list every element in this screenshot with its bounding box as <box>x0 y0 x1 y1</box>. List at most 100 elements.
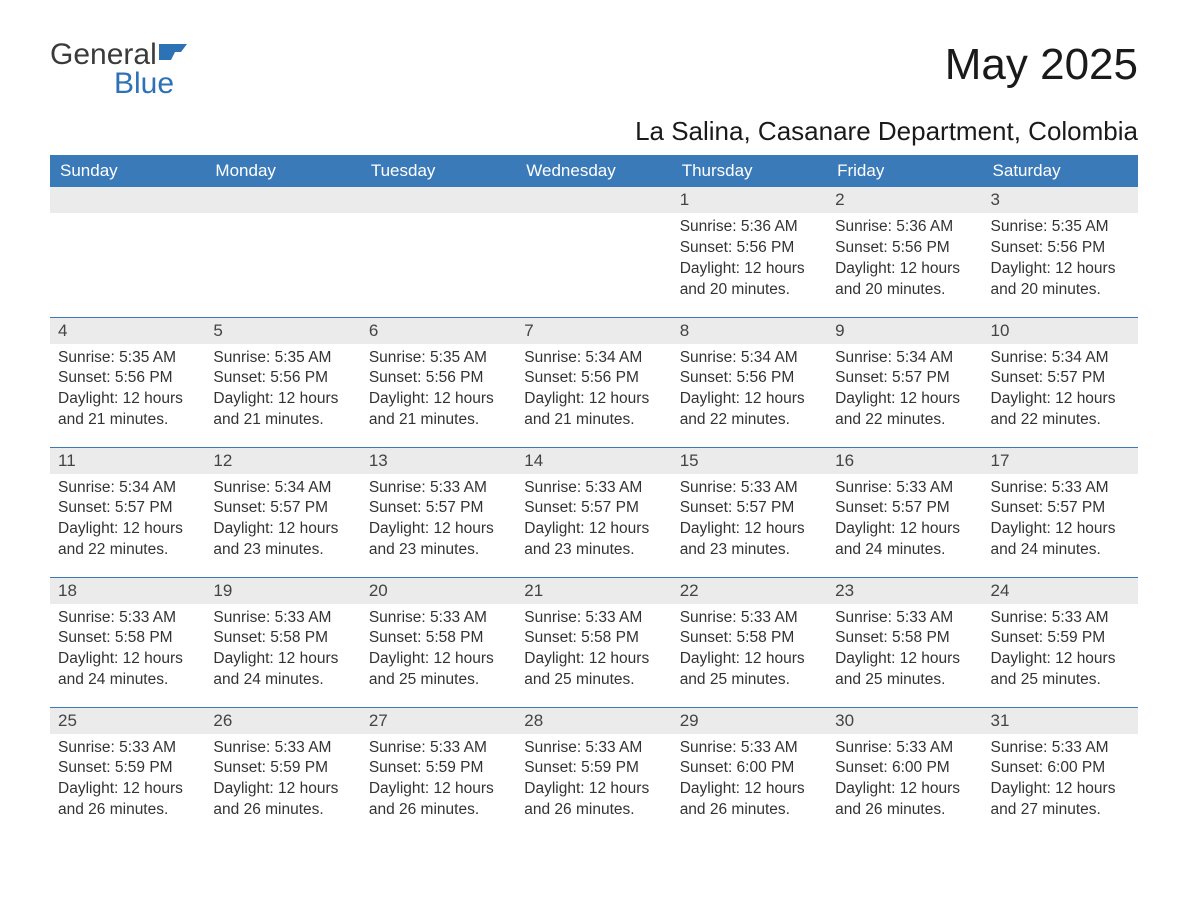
sunset-text: Sunset: 5:58 PM <box>524 628 663 649</box>
day-body: Sunrise: 5:33 AMSunset: 5:58 PMDaylight:… <box>361 604 516 696</box>
day-number: 12 <box>205 448 360 474</box>
day-number: 5 <box>205 318 360 344</box>
sunrise-text: Sunrise: 5:33 AM <box>991 478 1130 499</box>
day-body: Sunrise: 5:33 AMSunset: 6:00 PMDaylight:… <box>672 734 827 826</box>
day-number: 14 <box>516 448 671 474</box>
day-number: 16 <box>827 448 982 474</box>
sunset-text: Sunset: 5:56 PM <box>835 238 974 259</box>
sunset-text: Sunset: 5:58 PM <box>835 628 974 649</box>
sunrise-text: Sunrise: 5:33 AM <box>213 608 352 629</box>
sunrise-text: Sunrise: 5:33 AM <box>524 608 663 629</box>
daylight-text: Daylight: 12 hours and 20 minutes. <box>835 259 974 301</box>
calendar-day-cell: 23Sunrise: 5:33 AMSunset: 5:58 PMDayligh… <box>827 577 982 707</box>
daylight-text: Daylight: 12 hours and 25 minutes. <box>680 649 819 691</box>
calendar-day-cell: 4Sunrise: 5:35 AMSunset: 5:56 PMDaylight… <box>50 317 205 447</box>
calendar-day-cell: 21Sunrise: 5:33 AMSunset: 5:58 PMDayligh… <box>516 577 671 707</box>
daylight-text: Daylight: 12 hours and 26 minutes. <box>213 779 352 821</box>
calendar-day-cell: 19Sunrise: 5:33 AMSunset: 5:58 PMDayligh… <box>205 577 360 707</box>
sunset-text: Sunset: 5:59 PM <box>524 758 663 779</box>
sunrise-text: Sunrise: 5:34 AM <box>680 348 819 369</box>
daylight-text: Daylight: 12 hours and 26 minutes. <box>524 779 663 821</box>
sunrise-text: Sunrise: 5:35 AM <box>58 348 197 369</box>
daylight-text: Daylight: 12 hours and 24 minutes. <box>991 519 1130 561</box>
daylight-text: Daylight: 12 hours and 21 minutes. <box>58 389 197 431</box>
sunset-text: Sunset: 5:59 PM <box>991 628 1130 649</box>
calendar-day-cell: 17 Sunrise: 5:33 AMSunset: 5:57 PMDayligh… <box>983 447 1138 577</box>
sunrise-text: Sunrise: 5:34 AM <box>835 348 974 369</box>
day-body: Sunrise: 5:33 AMSunset: 6:00 PMDaylight:… <box>983 734 1138 826</box>
sunset-text: Sunset: 5:57 PM <box>58 498 197 519</box>
sunset-text: Sunset: 5:56 PM <box>680 238 819 259</box>
day-number: 23 <box>827 578 982 604</box>
sunset-text: Sunset: 5:57 PM <box>213 498 352 519</box>
weekday-header: Tuesday <box>361 155 516 187</box>
location-text: La Salina, Casanare Department, Colombia <box>50 116 1138 147</box>
day-number: 6 <box>361 318 516 344</box>
calendar-week-row: 4Sunrise: 5:35 AMSunset: 5:56 PMDaylight… <box>50 317 1138 447</box>
daylight-text: Daylight: 12 hours and 23 minutes. <box>213 519 352 561</box>
sunrise-text: Sunrise: 5:33 AM <box>369 738 508 759</box>
day-number: 18 <box>50 578 205 604</box>
sunset-text: Sunset: 5:57 PM <box>369 498 508 519</box>
day-body: Sunrise: 5:33 AMSunset: 5:59 PMDaylight:… <box>361 734 516 826</box>
day-number: 27 <box>361 708 516 734</box>
sunset-text: Sunset: 5:57 PM <box>991 498 1130 519</box>
sunrise-text: Sunrise: 5:35 AM <box>991 217 1130 238</box>
sunset-text: Sunset: 5:56 PM <box>680 368 819 389</box>
calendar-day-cell: 30Sunrise: 5:33 AMSunset: 6:00 PMDayligh… <box>827 707 982 837</box>
day-number: 1 <box>672 187 827 213</box>
day-number: 17 <box>983 448 1138 474</box>
day-body: Sunrise: 5:33 AMSunset: 5:58 PMDaylight:… <box>672 604 827 696</box>
sunrise-text: Sunrise: 5:34 AM <box>213 478 352 499</box>
day-body: Sunrise: 5:33 AMSunset: 6:00 PMDaylight:… <box>827 734 982 826</box>
day-number: 29 <box>672 708 827 734</box>
daylight-text: Daylight: 12 hours and 21 minutes. <box>369 389 508 431</box>
calendar-day-cell: 24Sunrise: 5:33 AMSunset: 5:59 PMDayligh… <box>983 577 1138 707</box>
day-number: 7 <box>516 318 671 344</box>
day-body: Sunrise: 5:33 AMSunset: 5:57 PMDaylight:… <box>516 474 671 566</box>
sunrise-text: Sunrise: 5:33 AM <box>680 478 819 499</box>
day-body: Sunrise: 5:34 AMSunset: 5:57 PMDaylight:… <box>50 474 205 566</box>
daylight-text: Daylight: 12 hours and 24 minutes. <box>213 649 352 691</box>
day-body: Sunrise: 5:34 AMSunset: 5:57 PMDaylight:… <box>827 344 982 436</box>
day-body: Sunrise: 5:35 AMSunset: 5:56 PMDaylight:… <box>361 344 516 436</box>
day-body: Sunrise: 5:33 AMSunset: 5:59 PMDaylight:… <box>50 734 205 826</box>
calendar-day-cell: 1Sunrise: 5:36 AMSunset: 5:56 PMDaylight… <box>672 187 827 317</box>
sunrise-text: Sunrise: 5:33 AM <box>835 478 974 499</box>
sunrise-text: Sunrise: 5:36 AM <box>835 217 974 238</box>
day-body: Sunrise: 5:34 AMSunset: 5:57 PMDaylight:… <box>983 344 1138 436</box>
sunrise-text: Sunrise: 5:33 AM <box>835 608 974 629</box>
day-body: Sunrise: 5:35 AMSunset: 5:56 PMDaylight:… <box>50 344 205 436</box>
day-number: 15 <box>672 448 827 474</box>
day-number: 31 <box>983 708 1138 734</box>
day-body: Sunrise: 5:33 AMSunset: 5:57 PMDaylight:… <box>672 474 827 566</box>
page-title: May 2025 <box>945 40 1138 90</box>
daylight-text: Daylight: 12 hours and 26 minutes. <box>680 779 819 821</box>
calendar-day-cell: 18Sunrise: 5:33 AMSunset: 5:58 PMDayligh… <box>50 577 205 707</box>
sunrise-text: Sunrise: 5:33 AM <box>369 478 508 499</box>
calendar-day-cell: 13Sunrise: 5:33 AMSunset: 5:57 PMDayligh… <box>361 447 516 577</box>
daylight-text: Daylight: 12 hours and 27 minutes. <box>991 779 1130 821</box>
calendar-day-cell: 27Sunrise: 5:33 AMSunset: 5:59 PMDayligh… <box>361 707 516 837</box>
daylight-text: Daylight: 12 hours and 25 minutes. <box>524 649 663 691</box>
sunrise-text: Sunrise: 5:34 AM <box>58 478 197 499</box>
day-number: 25 <box>50 708 205 734</box>
day-body: Sunrise: 5:33 AMSunset: 5:58 PMDaylight:… <box>827 604 982 696</box>
calendar-day-cell: 29Sunrise: 5:33 AMSunset: 6:00 PMDayligh… <box>672 707 827 837</box>
daylight-text: Daylight: 12 hours and 20 minutes. <box>680 259 819 301</box>
brand-word-2: Blue <box>50 70 174 99</box>
sunset-text: Sunset: 5:56 PM <box>369 368 508 389</box>
weekday-header: Friday <box>827 155 982 187</box>
sunset-text: Sunset: 5:58 PM <box>213 628 352 649</box>
sunrise-text: Sunrise: 5:33 AM <box>991 608 1130 629</box>
day-body: Sunrise: 5:33 AMSunset: 5:57 PMDaylight:… <box>827 474 982 566</box>
sunset-text: Sunset: 5:59 PM <box>213 758 352 779</box>
flag-icon <box>157 40 189 64</box>
calendar-week-row: 11Sunrise: 5:34 AMSunset: 5:57 PMDayligh… <box>50 447 1138 577</box>
sunset-text: Sunset: 5:57 PM <box>524 498 663 519</box>
sunrise-text: Sunrise: 5:35 AM <box>213 348 352 369</box>
day-body: Sunrise: 5:34 AMSunset: 5:57 PMDaylight:… <box>205 474 360 566</box>
sunrise-text: Sunrise: 5:33 AM <box>213 738 352 759</box>
sunset-text: Sunset: 5:59 PM <box>58 758 197 779</box>
sunrise-text: Sunrise: 5:33 AM <box>58 738 197 759</box>
